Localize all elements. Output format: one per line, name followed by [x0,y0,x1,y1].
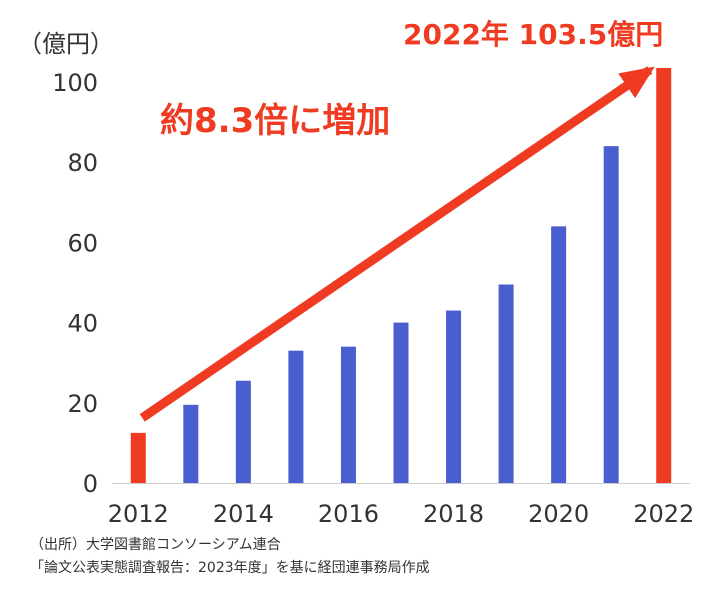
growth-arrow [139,66,655,422]
bar-2014 [235,380,251,483]
x-tick-label: 2012 [108,500,169,528]
final-value-annotation: 2022年 103.5億円 [403,18,663,51]
bar-2020 [551,226,567,484]
x-axis-ticks: 2012 2014 2016 2018 2020 2022 [108,500,695,528]
x-tick-label: 2022 [633,500,694,528]
x-tick-label: 2018 [423,500,484,528]
source-line-1: （出所）大学図書館コンソーシアム連合 [30,537,281,553]
bar-2018 [446,310,462,483]
bar-2012 [130,432,146,483]
y-axis-ticks: 0 20 40 60 80 100 [52,69,98,498]
bar-2022 [656,67,672,483]
x-tick-label: 2020 [528,500,589,528]
bar-2019 [498,284,514,483]
y-axis-unit-label: （億円） [18,30,114,58]
y-tick-label: 0 [83,470,98,498]
y-tick-label: 100 [52,69,98,97]
source-line-2: 「論文公表実態調査報告：2023年度」を基に経団連事務局作成 [30,560,430,576]
bar-2015 [288,350,304,483]
bar-2016 [340,346,356,483]
bar-2013 [183,404,199,483]
x-tick-label: 2014 [213,500,274,528]
x-tick-label: 2016 [318,500,379,528]
growth-annotation: 約8.3倍に増加 [160,101,390,141]
bar-series [130,67,672,484]
y-tick-label: 40 [67,310,98,338]
y-tick-label: 80 [67,149,98,177]
y-tick-label: 20 [67,390,98,418]
bar-2021 [603,146,619,483]
bar-2017 [393,322,409,483]
y-tick-label: 60 [67,229,98,257]
